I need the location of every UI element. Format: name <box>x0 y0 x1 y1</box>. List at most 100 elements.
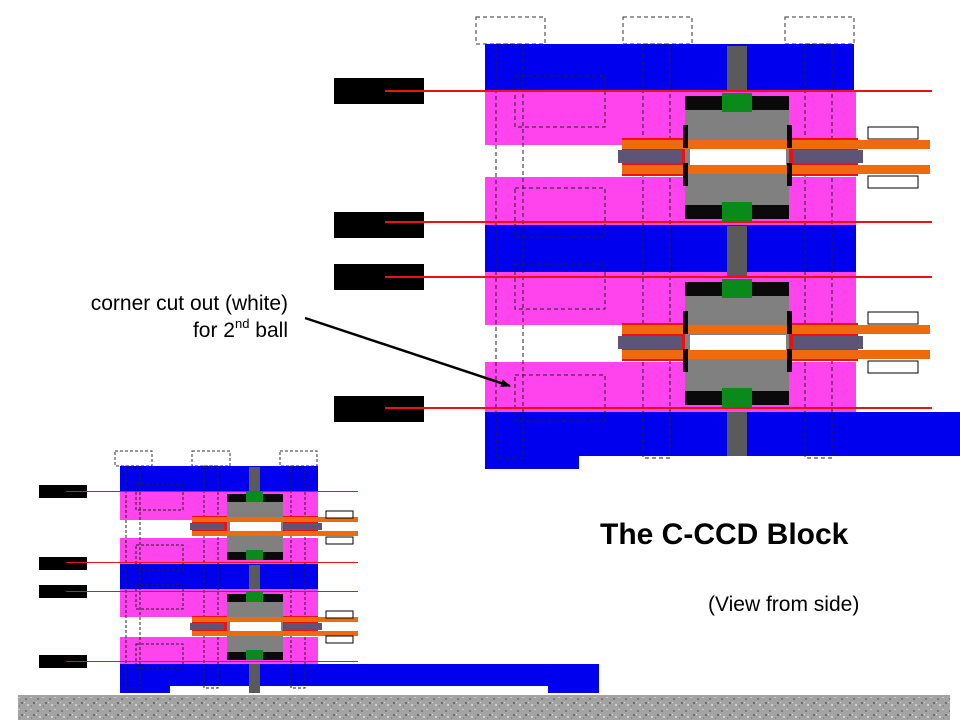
rod <box>622 165 930 174</box>
ccd-chip <box>246 550 263 560</box>
plate-foot <box>485 456 579 469</box>
large-block-assembly <box>334 16 960 469</box>
clamp <box>618 150 682 163</box>
small-block-assembly <box>39 450 599 695</box>
clamp <box>190 523 224 530</box>
dashed-column <box>290 465 306 689</box>
ccd-chip <box>722 93 752 112</box>
cutout-box <box>514 374 606 422</box>
ccd-side-bar <box>683 125 688 148</box>
annotation-line-2-sup: nd <box>235 316 250 331</box>
top-dashed-box <box>191 450 231 467</box>
top-dashed-box <box>114 450 153 467</box>
plate <box>120 564 318 589</box>
white-slot <box>325 536 354 545</box>
beam-line <box>66 491 358 492</box>
ccd-chip <box>722 279 752 298</box>
post <box>249 664 260 693</box>
dashed-column <box>125 465 141 689</box>
white-slot <box>867 311 919 325</box>
white-slot <box>867 126 919 140</box>
ccd-side-bar <box>787 125 792 148</box>
white-slot <box>325 635 354 644</box>
clamp <box>618 336 682 349</box>
cutout-box <box>135 643 184 669</box>
clamp <box>190 623 224 630</box>
clamp <box>793 150 863 163</box>
cutout-box <box>514 263 606 310</box>
spacer <box>120 538 318 564</box>
clamp <box>284 623 322 630</box>
spacer <box>120 637 318 664</box>
dashed-column <box>804 43 833 459</box>
cutout-box <box>135 544 184 571</box>
post <box>727 226 747 278</box>
beam-line <box>385 276 932 278</box>
tab <box>39 557 87 570</box>
tab <box>39 655 87 668</box>
rod <box>622 140 930 149</box>
ccd-window <box>690 335 786 350</box>
post <box>249 467 260 491</box>
plate <box>485 412 960 456</box>
top-dashed-box <box>622 16 693 45</box>
ccd-chip <box>722 202 752 221</box>
spacer <box>120 589 318 617</box>
annotation-line-1: corner cut out (white) <box>90 292 288 315</box>
tab <box>39 485 87 498</box>
dashed-column <box>495 43 524 459</box>
beam-line <box>385 221 932 223</box>
page-title: The C-CCD Block <box>600 518 849 551</box>
clamp <box>793 336 863 349</box>
ccd-window <box>230 522 281 531</box>
ccd-side-bar <box>787 349 792 372</box>
plate-foot-gap <box>170 686 548 695</box>
ground-strip <box>18 695 950 720</box>
beam-line <box>66 562 358 563</box>
white-slot <box>325 510 354 519</box>
annotation-line-2-suffix: ball <box>249 319 288 342</box>
rod <box>622 350 930 359</box>
rod <box>192 531 358 536</box>
ccd-side-bar <box>683 349 688 372</box>
beam-line <box>66 591 358 592</box>
top-dashed-box <box>475 16 546 45</box>
top-dashed-box <box>279 450 318 467</box>
white-slot <box>867 175 919 189</box>
white-slot <box>867 360 919 374</box>
tab <box>39 585 87 598</box>
ccd-chip <box>722 388 752 407</box>
white-slot <box>325 610 354 619</box>
beam-line <box>385 407 932 409</box>
cutout-annotation: corner cut out (white) for 2nd ball <box>10 290 288 344</box>
spacer <box>120 491 318 520</box>
beam-line <box>66 661 358 662</box>
tab <box>334 212 424 238</box>
cutout-box <box>514 75 606 128</box>
annotation-line-2-prefix: for 2 <box>192 319 235 342</box>
dashed-column <box>642 43 671 459</box>
arrow-icon <box>304 316 511 388</box>
dashed-column <box>203 465 219 689</box>
ccd-chip <box>246 650 263 660</box>
rod <box>192 617 358 622</box>
rod <box>622 325 930 334</box>
post <box>249 565 260 589</box>
cutout-box <box>514 187 606 238</box>
beam-line <box>385 90 932 92</box>
rod <box>192 631 358 636</box>
ccd-window <box>230 622 281 631</box>
post <box>727 412 747 456</box>
ccd-side-bar <box>683 311 688 334</box>
ccd-side-bar <box>683 163 688 186</box>
page-subtitle: (View from side) <box>708 593 860 616</box>
post <box>727 46 747 92</box>
plate <box>120 466 318 491</box>
ccd-side-bar <box>787 311 792 334</box>
cutout-box <box>135 483 184 511</box>
top-dashed-box <box>784 16 855 45</box>
cutout-box <box>135 584 184 610</box>
ccd-side-bar <box>787 163 792 186</box>
ccd-window <box>690 149 786 165</box>
